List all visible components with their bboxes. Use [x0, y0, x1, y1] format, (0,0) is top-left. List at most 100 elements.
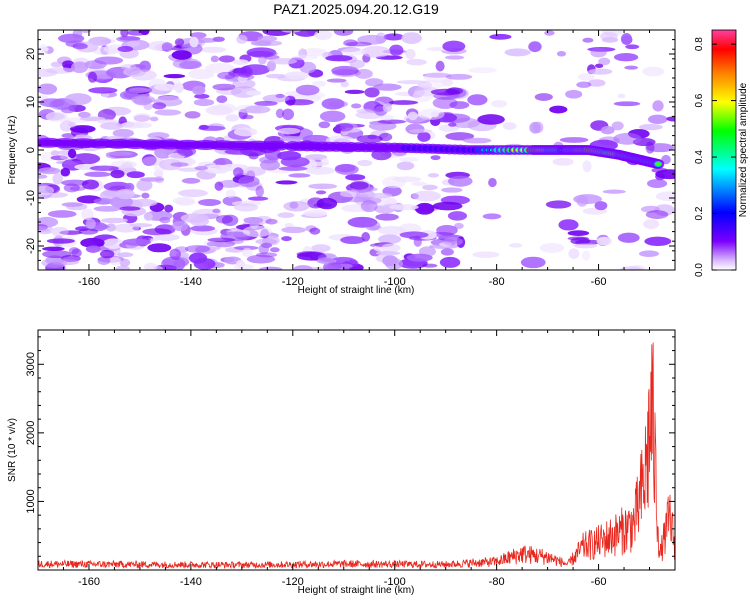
heatmap-cell — [444, 55, 465, 60]
heatmap-cell — [309, 227, 321, 235]
heatmap-cell — [184, 111, 201, 119]
heatmap-cell — [153, 233, 180, 241]
heatmap-cell — [281, 236, 292, 242]
heatmap-cell — [67, 148, 77, 159]
heatmap-cell — [447, 211, 468, 221]
heatmap-cell — [552, 158, 574, 166]
heatmap-cell — [118, 36, 141, 41]
heatmap-cell — [172, 58, 202, 70]
heatmap-cell — [422, 184, 438, 191]
heatmap-cell — [261, 242, 273, 249]
heatmap-cell — [582, 37, 594, 43]
heatmap-cell — [545, 200, 572, 209]
heatmap-cell — [169, 248, 181, 261]
x-tick-label: -140 — [180, 276, 202, 288]
heatmap-cell — [389, 204, 419, 211]
heatmap-cell — [375, 32, 387, 44]
heatmap-cell — [383, 33, 404, 41]
snr-x-axis-label: Height of straight line (km) — [298, 585, 415, 596]
heatmap-cell — [582, 160, 592, 173]
heatmap-cell — [347, 216, 378, 228]
heatmap-cell — [85, 245, 101, 253]
ridge-core — [655, 162, 662, 166]
heatmap-cell — [399, 157, 419, 163]
heatmap-cell — [388, 100, 419, 105]
heatmap-cell — [427, 173, 440, 178]
heatmap-cell — [361, 45, 391, 58]
snr-axes: -160 -140 -120 -100 -80 -60 1000 2000 3000 — [25, 330, 676, 588]
heatmap-cell — [174, 82, 184, 94]
heatmap-cell — [258, 266, 283, 270]
heatmap-cell — [232, 59, 249, 65]
heatmap-cell — [171, 50, 192, 60]
x-tick-label: -100 — [384, 576, 406, 588]
heatmap-cell — [393, 176, 422, 183]
heatmap-cell — [343, 39, 358, 47]
heatmap-cell — [565, 89, 583, 99]
heatmap-cell — [103, 44, 126, 54]
heatmap-cell — [575, 239, 602, 245]
heatmap-cell — [100, 249, 115, 259]
heatmap-cell — [41, 258, 68, 268]
heatmap-cell — [55, 160, 85, 165]
heatmap-cell — [139, 60, 151, 72]
heatmap-cell — [590, 47, 607, 58]
heatmap-cell — [38, 185, 55, 196]
heatmap-cell — [556, 51, 567, 57]
heatmap-cell — [258, 56, 267, 65]
heatmap-cell — [295, 84, 320, 96]
heatmap-cell — [435, 60, 445, 72]
heatmap-cell — [558, 219, 579, 231]
heatmap-cell — [232, 167, 244, 178]
heatmap-cell — [643, 219, 660, 229]
heatmap-cell — [401, 32, 422, 44]
x-tick-label: -80 — [489, 276, 505, 288]
heatmap-cell — [254, 100, 278, 106]
heatmap-cell — [185, 245, 211, 253]
x-tick-label: -80 — [489, 576, 505, 588]
y-tick-label: 1000 — [25, 489, 37, 513]
heatmap-cell — [298, 48, 308, 59]
heatmap-cell — [318, 121, 331, 129]
snr-frame — [37, 329, 676, 571]
heatmap-cell — [430, 155, 441, 161]
heatmap-cell — [439, 256, 461, 268]
heatmap-cell — [154, 176, 164, 184]
colorbar-label: Normalized spectral amplitude — [738, 82, 749, 217]
heatmap-cell — [81, 179, 100, 190]
heatmap-cell — [417, 79, 447, 89]
heatmap-cell — [214, 181, 224, 191]
heatmap-cell — [321, 98, 345, 110]
heatmap-cell — [639, 250, 660, 257]
heatmap-cell — [349, 59, 365, 69]
heatmap-cell — [620, 33, 633, 45]
heatmap-cell — [399, 231, 429, 239]
heatmap-cell — [42, 250, 72, 259]
heatmap-cell — [447, 175, 473, 187]
colorbar-ticks: 0.0 0.2 0.4 0.6 0.8 — [694, 37, 736, 277]
y-tick-label: -20 — [25, 238, 37, 254]
heatmap-cell — [279, 135, 304, 142]
heatmap-cell — [236, 34, 248, 44]
heatmap-cell — [432, 97, 458, 109]
heatmap-cell — [587, 79, 606, 87]
heatmap-cell — [149, 116, 159, 122]
heatmap-cell — [40, 151, 54, 162]
heatmap-cell — [594, 201, 608, 211]
heatmap-cell — [441, 187, 463, 193]
heatmap-cell — [411, 181, 427, 187]
heatmap-cell — [78, 228, 99, 235]
heatmap-cell — [192, 85, 206, 95]
heatmap-cell — [284, 71, 309, 80]
heatmap-cell — [559, 137, 589, 143]
heatmap-cell — [354, 68, 373, 79]
spectrogram-heatmap — [38, 30, 675, 270]
heatmap-cell — [655, 169, 675, 180]
heatmap-cell — [181, 177, 201, 184]
heatmap-cell — [598, 57, 611, 66]
heatmap-cell — [356, 108, 374, 114]
heatmap-cell — [244, 105, 271, 114]
heatmap-cell — [375, 213, 399, 221]
